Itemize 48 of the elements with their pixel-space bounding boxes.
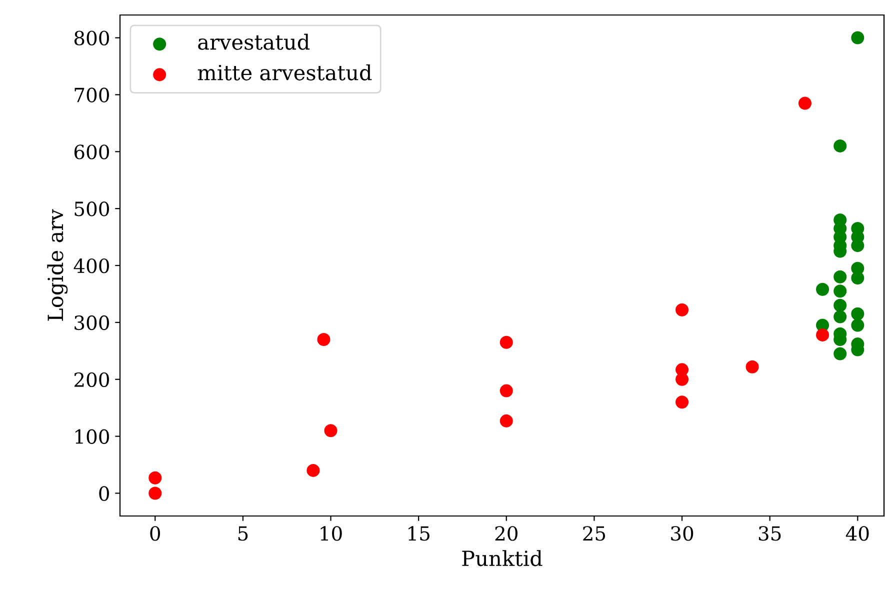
point [676, 303, 689, 316]
x-tick-label: 35 [758, 526, 781, 541]
point [317, 333, 330, 346]
point [798, 96, 812, 110]
x-tick-label: 30 [671, 526, 694, 541]
point [676, 372, 689, 386]
point [851, 31, 864, 44]
point [834, 284, 847, 298]
x-tick-label: 25 [583, 526, 606, 541]
point [500, 384, 513, 398]
point [834, 139, 847, 152]
point [306, 464, 320, 477]
y-tick-label: 300 [74, 315, 109, 330]
point [834, 298, 847, 312]
x-tick-label: 15 [408, 526, 430, 541]
legend-label: arvestatud [198, 34, 310, 50]
point [834, 270, 847, 284]
legend-label: mitte arvestatud [198, 64, 372, 80]
y-tick-label: 700 [74, 88, 109, 102]
point [148, 471, 162, 484]
y-tick-label: 400 [74, 258, 109, 274]
y-tick-label: 500 [74, 202, 109, 216]
y-tick-label: 800 [74, 30, 109, 46]
y-tick-label: 600 [74, 144, 109, 160]
y-tick-label: 0 [99, 486, 109, 501]
x-tick-label: 0 [150, 526, 160, 541]
y-tick-label: 200 [74, 372, 109, 388]
y-axis-title: Logide arv [47, 209, 68, 321]
point [500, 336, 513, 349]
point [324, 424, 338, 438]
point [851, 239, 864, 252]
point [746, 360, 759, 374]
point [816, 282, 830, 296]
x-tick-label: 10 [320, 526, 342, 541]
point [500, 414, 513, 428]
x-tick-label: 40 [846, 526, 869, 541]
point [834, 347, 847, 360]
x-tick-label: 20 [495, 526, 518, 541]
point [816, 328, 830, 342]
point [148, 486, 162, 500]
point [851, 307, 864, 320]
point [834, 310, 847, 324]
point [676, 396, 689, 409]
y-tick-label: 100 [76, 429, 109, 444]
x-tick-label: 5 [238, 526, 248, 541]
point [851, 272, 864, 285]
x-axis-title: Punktid [462, 550, 542, 566]
point [851, 318, 864, 332]
